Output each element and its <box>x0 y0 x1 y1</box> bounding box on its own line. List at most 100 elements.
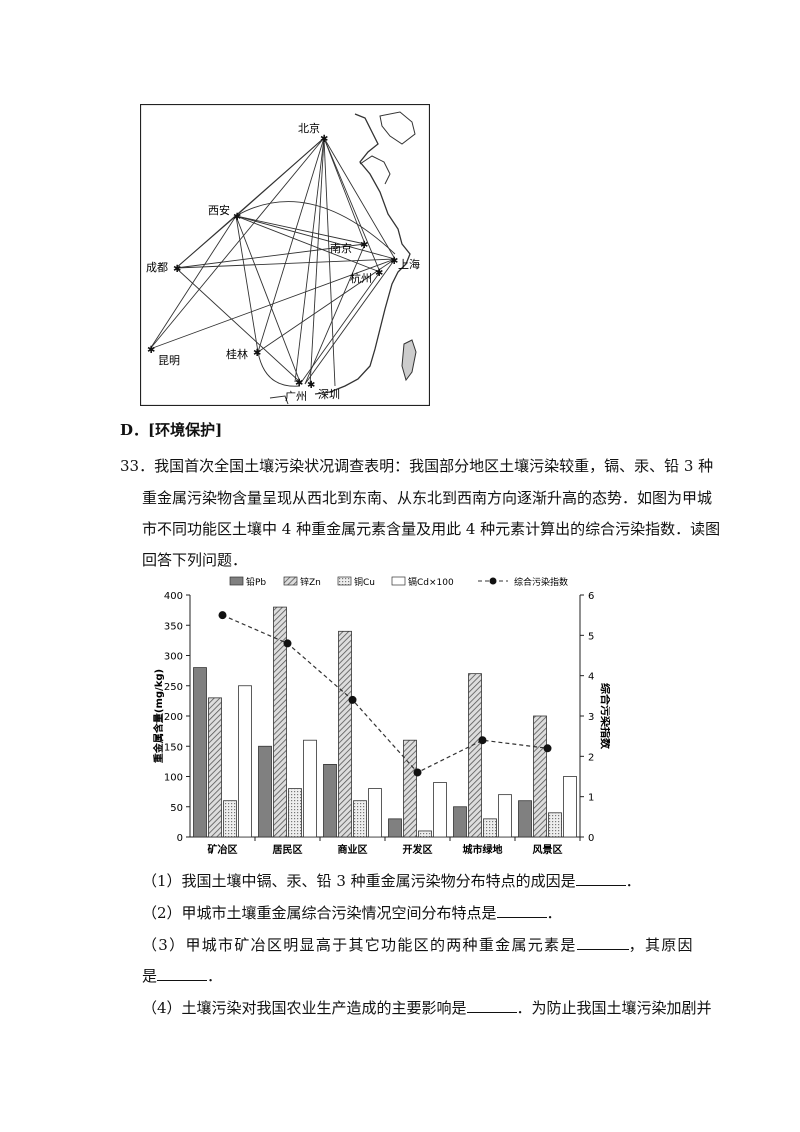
bar-2-2 <box>353 800 367 838</box>
svg-text:✱: ✱ <box>375 268 383 279</box>
heavy-metal-chart: 0 50 100 150 200 250 300 350 400 0 1 2 3 4 5 6 重金属含量(mg/… <box>152 576 613 856</box>
y-tick-label: 50 <box>170 803 183 814</box>
y-tick-label: 200 <box>164 712 183 723</box>
y-tick-label: 150 <box>164 742 183 753</box>
bar-2-0 <box>223 800 237 838</box>
svg-text:✱: ✱ <box>233 212 241 223</box>
city-chengdu: 成都 <box>146 261 168 274</box>
y2-tick-label: 0 <box>588 833 594 844</box>
city-guangzhou: 广州 <box>285 390 307 403</box>
answer-blank-3b[interactable] <box>157 966 208 981</box>
legend-label-2: 铜Cu <box>354 576 375 588</box>
bar-0-1 <box>258 745 272 838</box>
svg-text:✱: ✱ <box>253 348 261 359</box>
legend-label-1: 锌Zn <box>300 576 321 588</box>
x-tick-label: 风景区 <box>533 844 563 855</box>
sub-question-1-text: （1）我国土壤中镉、汞、铅 3 种重金属污染物分布特点的成因是 <box>142 872 576 890</box>
map-figure: ✱ ✱ ✱ ✱ ✱ ✱ ✱ ✱ ✱ ✱ 北京 西安 成都 昆明 南京 上海 杭州… <box>139 103 431 407</box>
svg-text:✱: ✱ <box>307 380 315 391</box>
bar-0-3 <box>388 818 402 838</box>
chart-container: 0 50 100 150 200 250 300 350 400 0 1 2 3 4 5 6 重金属含量(mg/… <box>150 575 613 856</box>
city-hangzhou: 杭州 <box>350 271 372 285</box>
answer-blank-1[interactable] <box>575 871 626 886</box>
y2-tick-label: 3 <box>588 712 594 723</box>
bar-3-1 <box>303 739 317 838</box>
sub-question-3-line-2: 是． <box>142 966 222 986</box>
x-tick-label: 开发区 <box>403 843 433 855</box>
svg-text:✱: ✱ <box>173 264 181 275</box>
x-tick-label: 城市绿地 <box>463 843 503 855</box>
sub-question-3-mid: ，其原因 <box>628 936 694 954</box>
y-tick-label: 350 <box>164 621 183 632</box>
bar-2-5 <box>548 812 562 838</box>
sub-question-4: （4）土壤污染对我国农业生产造成的主要影响是 ．为防止我国土壤污染加剧并 <box>142 998 712 1018</box>
sub-question-4-end: ．为防止我国土壤污染加剧并 <box>516 999 712 1017</box>
answer-blank-4[interactable] <box>466 998 517 1013</box>
pollution-index-point-1 <box>283 639 292 648</box>
question-line-1: 33．我国首次全国土壤污染状况调查表明：我国部分地区土壤污染较重，镉、汞、铅 3… <box>120 456 713 476</box>
answer-blank-3a[interactable] <box>576 935 629 950</box>
y2-tick-label: 1 <box>588 793 594 804</box>
sub-question-2: （2）甲城市土壤重金属综合污染情况空间分布特点是 ． <box>142 903 562 923</box>
bar-0-0 <box>193 667 207 838</box>
question-line-4: 回答下列问题． <box>142 551 248 569</box>
svg-text:✱: ✱ <box>320 134 328 145</box>
city-shenzhen: 深圳 <box>318 388 340 401</box>
legend-label-0: 铅Pb <box>246 576 266 588</box>
y-axis-label: 重金属含量(mg/kg) <box>152 669 165 763</box>
pollution-index-point-5 <box>543 744 552 753</box>
svg-text:✱: ✱ <box>295 378 303 389</box>
bar-3-5 <box>563 776 577 838</box>
pollution-index-point-0 <box>218 611 227 620</box>
bar-2-3 <box>418 830 432 838</box>
question-text-1: 我国首次全国土壤污染状况调查表明：我国部分地区土壤污染较重，镉、汞、铅 3 种 <box>154 457 714 475</box>
legend-swatch-2 <box>337 576 352 586</box>
legend-swatch-1 <box>283 576 298 586</box>
bar-3-3 <box>433 782 447 838</box>
svg-text:✱: ✱ <box>360 240 368 251</box>
question-line-3: 市不同功能区土壤中 4 种重金属元素含量及用此 4 种元素计算出的综合污染指数．… <box>142 520 721 538</box>
bar-1-0 <box>208 697 222 838</box>
y-tick-label: 300 <box>164 652 183 663</box>
pollution-index-point-3 <box>413 768 422 777</box>
legend-label-3: 镉Cd×100 <box>408 576 454 588</box>
sub-question-3: （3）甲城市矿冶区明显高于其它功能区的两种重金属元素是 ，其原因 <box>142 935 694 955</box>
bar-2-4 <box>483 818 497 838</box>
legend-label-line: 综合污染指数 <box>514 576 568 588</box>
city-nanjing: 南京 <box>330 241 352 255</box>
sub-question-1: （1）我国土壤中镉、汞、铅 3 种重金属污染物分布特点的成因是 ． <box>142 871 641 891</box>
section-heading: D．[环境保护] <box>120 421 223 439</box>
bar-0-4 <box>453 806 467 838</box>
y-tick-label: 400 <box>164 591 183 602</box>
y-tick-label: 0 <box>177 833 183 844</box>
legend-swatch-0 <box>229 576 244 586</box>
y-tick-label: 100 <box>164 773 183 784</box>
y2-tick-label: 6 <box>588 591 594 602</box>
x-tick-label: 商业区 <box>338 843 368 855</box>
route-map: ✱ ✱ ✱ ✱ ✱ ✱ ✱ ✱ ✱ ✱ 北京 西安 成都 昆明 南京 上海 杭州… <box>139 103 431 407</box>
bar-3-0 <box>238 685 252 838</box>
city-kunming: 昆明 <box>158 354 180 367</box>
y2-tick-label: 2 <box>588 752 594 763</box>
sub-question-3-line2-text: 是 <box>142 967 158 985</box>
y2-tick-label: 4 <box>588 672 594 683</box>
legend-swatch-3 <box>391 576 406 586</box>
city-shanghai: 上海 <box>398 257 420 271</box>
bar-1-3 <box>403 739 417 838</box>
x-tick-label: 居民区 <box>273 844 303 855</box>
pollution-index-point-4 <box>478 736 487 745</box>
bar-1-1 <box>273 606 287 838</box>
bar-0-2 <box>323 763 337 838</box>
bar-0-5 <box>518 800 532 838</box>
bar-1-5 <box>533 715 547 838</box>
sub-question-2-text: （2）甲城市土壤重金属综合污染情况空间分布特点是 <box>142 904 497 922</box>
answer-blank-2[interactable] <box>496 903 547 918</box>
bar-3-4 <box>498 794 512 838</box>
y2-tick-label: 5 <box>588 631 594 642</box>
sub-question-4-text: （4）土壤污染对我国农业生产造成的主要影响是 <box>142 999 467 1017</box>
pollution-index-line <box>222 614 548 774</box>
bar-3-2 <box>368 788 382 838</box>
sub-question-1-end: ． <box>625 872 641 890</box>
question-number: 33． <box>120 457 155 475</box>
legend-line-marker <box>489 577 497 585</box>
